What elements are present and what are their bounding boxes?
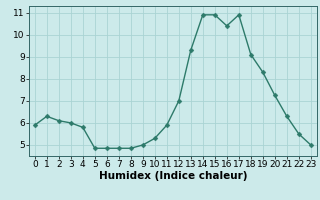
X-axis label: Humidex (Indice chaleur): Humidex (Indice chaleur): [99, 171, 247, 181]
